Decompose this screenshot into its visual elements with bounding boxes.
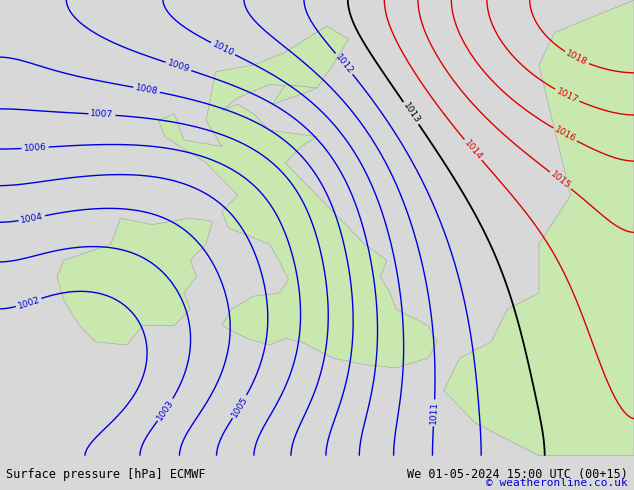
Text: 1016: 1016 bbox=[553, 125, 577, 144]
Text: 1018: 1018 bbox=[564, 49, 589, 67]
Polygon shape bbox=[57, 218, 212, 345]
Text: 1017: 1017 bbox=[555, 86, 579, 105]
Text: We 01-05-2024 15:00 UTC (00+15): We 01-05-2024 15:00 UTC (00+15) bbox=[407, 467, 628, 481]
Text: 1003: 1003 bbox=[155, 398, 176, 422]
Text: 1002: 1002 bbox=[16, 295, 41, 311]
Polygon shape bbox=[158, 26, 437, 368]
Text: 1015: 1015 bbox=[549, 170, 573, 191]
Text: © weatheronline.co.uk: © weatheronline.co.uk bbox=[486, 478, 628, 488]
Text: 1014: 1014 bbox=[462, 138, 484, 162]
Text: 1005: 1005 bbox=[230, 394, 250, 419]
Text: 1004: 1004 bbox=[20, 212, 44, 225]
Text: 1008: 1008 bbox=[134, 83, 158, 97]
Text: 1007: 1007 bbox=[90, 109, 113, 120]
Text: Surface pressure [hPa] ECMWF: Surface pressure [hPa] ECMWF bbox=[6, 467, 206, 481]
Text: 1006: 1006 bbox=[23, 143, 47, 153]
Text: 1013: 1013 bbox=[401, 101, 421, 125]
Text: 1012: 1012 bbox=[333, 52, 355, 75]
Polygon shape bbox=[273, 85, 317, 104]
Polygon shape bbox=[444, 0, 634, 456]
Text: 1009: 1009 bbox=[166, 59, 191, 74]
Text: 1011: 1011 bbox=[429, 401, 439, 424]
Text: 1010: 1010 bbox=[210, 40, 235, 58]
